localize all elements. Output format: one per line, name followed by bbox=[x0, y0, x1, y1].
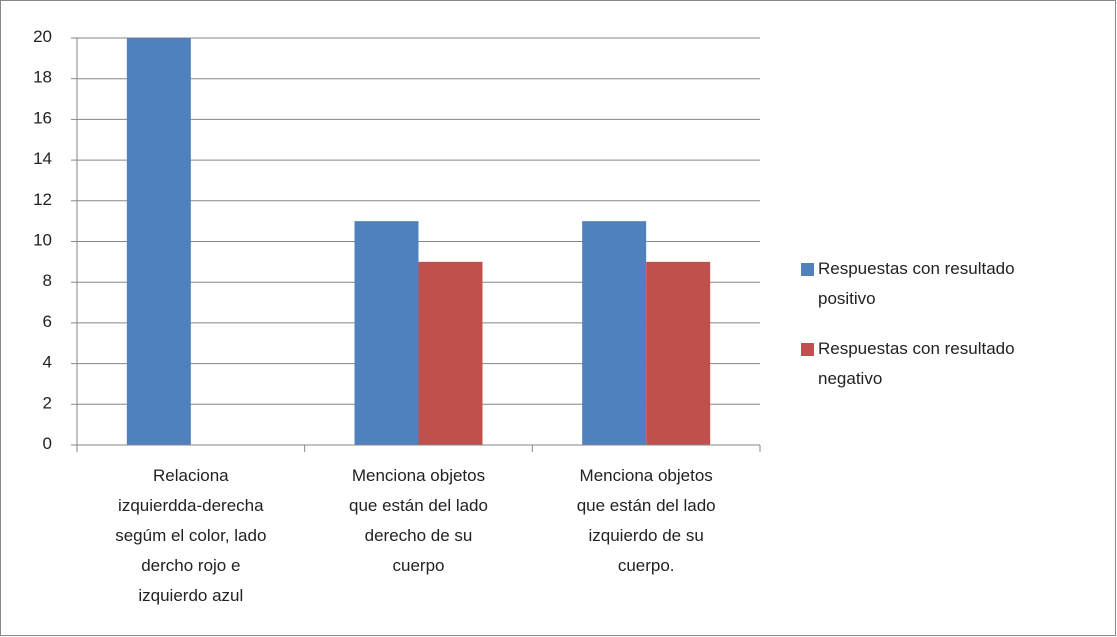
y-tick-label: 20 bbox=[33, 27, 52, 46]
bar bbox=[126, 38, 191, 445]
bar bbox=[582, 221, 647, 445]
y-tick-label: 2 bbox=[43, 394, 52, 413]
y-tick-label: 8 bbox=[43, 272, 52, 291]
y-tick-label: 4 bbox=[43, 353, 52, 372]
y-tick-label: 0 bbox=[43, 434, 52, 453]
x-tick-label: Menciona objetos que están del lado derech… bbox=[349, 466, 488, 575]
bar bbox=[418, 261, 483, 445]
y-tick-label: 14 bbox=[33, 150, 52, 169]
legend-label: Respuestas con resultado negativo bbox=[818, 339, 1015, 388]
x-tick-label: Menciona objetos que están del lado izquie… bbox=[577, 466, 716, 575]
x-tick-label: Relaciona izquierdda-derecha segúm el colo… bbox=[115, 466, 266, 605]
legend-swatch bbox=[801, 343, 814, 356]
y-tick-label: 6 bbox=[43, 312, 52, 331]
y-tick-label: 16 bbox=[33, 109, 52, 128]
bar bbox=[354, 221, 419, 445]
legend-swatch bbox=[801, 263, 814, 276]
y-tick-label: 10 bbox=[33, 231, 52, 250]
y-tick-label: 18 bbox=[33, 68, 52, 87]
bar bbox=[646, 261, 711, 445]
legend-label: Respuestas con resultado positivo bbox=[818, 259, 1015, 308]
y-tick-label: 12 bbox=[33, 190, 52, 209]
